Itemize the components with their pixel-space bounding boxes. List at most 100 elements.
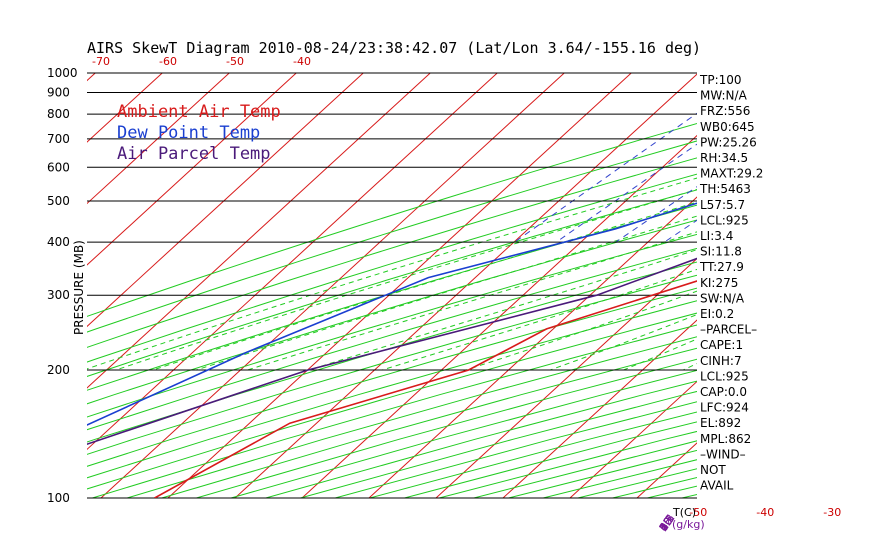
dry-adiabat-line: [87, 189, 697, 377]
index-item: NOT: [700, 463, 726, 477]
isotherm-line: [167, 73, 632, 498]
bottom-axis-tick-label: -30: [823, 506, 841, 519]
index-item: WB0:645: [700, 120, 755, 134]
dry-adiabat-line: [300, 390, 697, 498]
bottom-axis-tick-label: -40: [756, 506, 774, 519]
dry-adiabat-line: [87, 157, 697, 348]
dry-adiabat-line: [821, 73, 870, 498]
mixing-ratio-line: [852, 73, 870, 242]
pressure-tick-label: 300: [47, 288, 70, 302]
index-item: –WIND–: [700, 447, 746, 461]
index-item: CAP:0.0: [700, 385, 747, 399]
dry-adiabat-line: [87, 233, 697, 418]
dry-adiabat-line: [230, 369, 697, 498]
bottom-axis-tick-label: -50: [689, 506, 707, 519]
mixing-ratio-line: [772, 73, 870, 242]
dew-point-temp-line: [87, 202, 697, 426]
isotherm-line: [569, 380, 697, 498]
index-item: MAXT:29.2: [700, 167, 763, 181]
mixing-ratio-line: [615, 186, 697, 243]
index-item: TT:27.9: [699, 260, 744, 274]
legend-item: Ambient Air Temp: [117, 102, 281, 122]
index-item: EI:0.2: [700, 307, 734, 321]
index-item: –PARCEL–: [700, 323, 757, 337]
isotherm-line: [87, 73, 297, 266]
pressure-tick-label: 700: [47, 132, 70, 146]
mixing-ratio-line: [749, 73, 870, 242]
index-item: TH:5463: [699, 182, 751, 196]
pressure-tick-label: 100: [47, 491, 70, 505]
index-item: LI:3.4: [700, 229, 733, 243]
dry-adiabat-line: [87, 140, 697, 333]
pressure-tick-label: 900: [47, 85, 70, 99]
dry-adiabat-line: [92, 324, 697, 498]
isotherm-line: [435, 257, 697, 498]
isotherm-line: [87, 73, 431, 389]
dry-adiabat-line: [87, 122, 697, 317]
legend-item: Air Parcel Temp: [117, 144, 271, 164]
top-axis-tick-label: -60: [159, 55, 177, 68]
dry-adiabat-line: [87, 312, 697, 490]
dry-adiabat-line: [335, 401, 697, 498]
dry-adiabat-line: [369, 411, 697, 498]
index-item: CAPE:1: [700, 338, 743, 352]
top-axis-tick-label: -40: [293, 55, 311, 68]
dry-adiabat-line: [161, 347, 697, 498]
index-item: AVAIL: [700, 479, 734, 493]
bottom-axis-unit-label: T(C): [672, 506, 696, 519]
mixing-ratio-line: [832, 73, 870, 242]
isotherm-line: [0, 73, 28, 498]
index-item: FRZ:556: [700, 104, 750, 118]
index-item: TP:100: [699, 73, 742, 87]
isotherm-line: [87, 73, 498, 451]
ambient-air-temp-line: [154, 280, 697, 498]
dry-adiabat-line: [87, 219, 697, 405]
index-item: SW:N/A: [700, 291, 745, 305]
dry-adiabat-line: [87, 204, 697, 391]
mixing-ratio-line: [807, 73, 870, 242]
isotherm-line: [368, 196, 697, 498]
chart-title: AIRS SkewT Diagram 2010-08-24/23:38:42.0…: [87, 39, 701, 57]
isotherm-line: [87, 73, 230, 205]
isotherm-line: [838, 73, 870, 498]
top-axis-tick-label: -70: [92, 55, 110, 68]
pressure-tick-label: 800: [47, 107, 70, 121]
index-item: L57:5.7: [700, 198, 745, 212]
moist-adiabat-line: [152, 201, 697, 371]
isotherm-line: [87, 73, 364, 328]
index-item: LCL:925: [700, 213, 749, 227]
top-axis-tick-label: -50: [226, 55, 244, 68]
mixing-ratio-unit-label: (g/kg): [672, 518, 705, 531]
pressure-tick-label: 1000: [47, 66, 78, 80]
index-item: PW:25.26: [700, 135, 757, 149]
mixing-ratio-line: [556, 143, 697, 243]
data-series: [87, 202, 697, 498]
isotherm-line: [771, 73, 870, 498]
y-axis-label: PRESSURE (MB): [72, 240, 86, 335]
dry-adiabat-line: [439, 430, 697, 498]
index-item: EL:892: [700, 416, 741, 430]
index-item: KI:275: [700, 276, 738, 290]
pressure-tick-label: 600: [47, 160, 70, 174]
legend-item: Dew Point Temp: [117, 123, 260, 143]
dry-adiabat-line: [87, 247, 697, 431]
dry-adiabat-line: [786, 73, 870, 498]
index-item: LFC:924: [700, 401, 749, 415]
pressure-tick-label: 500: [47, 194, 70, 208]
dry-adiabat-line: [751, 73, 870, 498]
isotherm-line: [100, 73, 565, 498]
index-item: MW:N/A: [700, 89, 748, 103]
dry-adiabat-line: [87, 173, 697, 363]
plot-area: 100 200 300 400 500 600 700 800 900 1000 PRESSURE …: [0, 55, 870, 534]
isotherm-line: [502, 319, 697, 498]
index-item: MPL:862: [700, 432, 751, 446]
moist-adiabat-line: [308, 249, 697, 371]
dry-adiabat-line: [265, 380, 697, 498]
index-item: RH:34.5: [700, 151, 748, 165]
air-parcel-temp-line: [87, 257, 697, 446]
dry-adiabat-line: [87, 274, 697, 455]
index-item: CINH:7: [700, 354, 742, 368]
index-item: LCL:925: [700, 369, 749, 383]
